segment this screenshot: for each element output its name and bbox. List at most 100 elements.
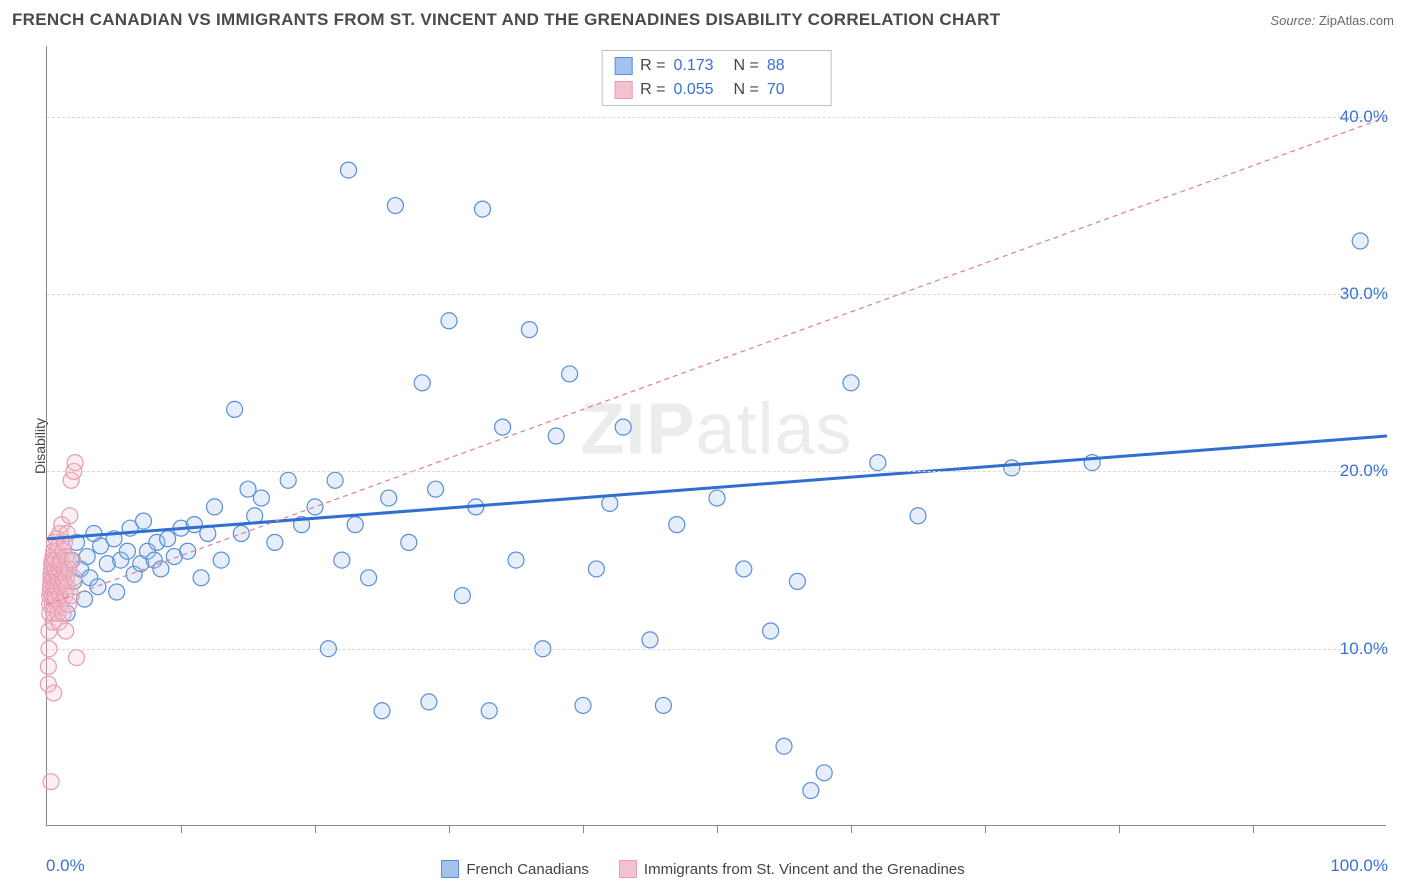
scatter-point [68,650,84,666]
scatter-point [843,375,859,391]
scatter-point [548,428,564,444]
trend-line [47,117,1387,605]
scatter-point [602,495,618,511]
stats-n-label: N = [734,54,759,78]
y-tick-label: 40.0% [1340,107,1388,127]
stats-n-value: 88 [767,54,819,78]
plot-area: ZIPatlas R =0.173N =88R =0.055N =70 [46,46,1386,826]
scatter-point [66,570,82,586]
scatter-point [280,472,296,488]
scatter-point [109,584,125,600]
legend-item: Immigrants from St. Vincent and the Gren… [619,860,965,878]
scatter-point [46,685,62,701]
scatter-point [327,472,343,488]
stats-box: R = 0.173 N = 88R = 0.055 N = 70 [601,50,832,106]
scatter-point [669,517,685,533]
source-value: ZipAtlas.com [1319,13,1394,28]
scatter-point [588,561,604,577]
stats-r-label: R = [640,54,665,78]
scatter-point [307,499,323,515]
x-tick [1119,825,1120,833]
scatter-point [361,570,377,586]
scatter-point [374,703,390,719]
gridline-h [47,471,1386,472]
x-tick [717,825,718,833]
scatter-point [454,588,470,604]
scatter-point [135,513,151,529]
scatter-point [428,481,444,497]
scatter-point [615,419,631,435]
scatter-point [43,774,59,790]
stats-n-label: N = [734,78,759,102]
x-tick [181,825,182,833]
chart-header: FRENCH CANADIAN VS IMMIGRANTS FROM ST. V… [0,0,1406,40]
y-tick-label: 20.0% [1340,461,1388,481]
legend-swatch [441,860,459,878]
legend-label: French Canadians [466,861,589,878]
scatter-point [64,552,80,568]
stats-row: R = 0.173 N = 88 [614,54,819,78]
gridline-h [47,294,1386,295]
scatter-point [193,570,209,586]
scatter-point [227,401,243,417]
source-attribution: Source: ZipAtlas.com [1270,13,1394,28]
source-label: Source: [1270,13,1315,28]
scatter-point [119,543,135,559]
scatter-point [401,534,417,550]
x-tick [449,825,450,833]
scatter-point [79,549,95,565]
scatter-point [736,561,752,577]
scatter-point [910,508,926,524]
gridline-h [47,649,1386,650]
stats-row: R =0.055N =70 [614,78,819,102]
x-tick [1253,825,1254,833]
x-tick [851,825,852,833]
legend-swatch [619,860,637,878]
scatter-point [441,313,457,329]
scatter-point [655,697,671,713]
scatter-point [789,573,805,589]
gridline-h [47,117,1386,118]
scatter-point [709,490,725,506]
scatter-point [58,623,74,639]
scatter-point [414,375,430,391]
chart-svg [47,46,1386,825]
y-tick-label: 30.0% [1340,284,1388,304]
scatter-point [207,499,223,515]
scatter-point [213,552,229,568]
scatter-point [347,517,363,533]
scatter-point [575,697,591,713]
y-tick-label: 10.0% [1340,639,1388,659]
stats-n-value: 70 [767,78,819,102]
scatter-point [481,703,497,719]
scatter-point [642,632,658,648]
scatter-point [62,508,78,524]
bottom-legend: French Canadians Immigrants from St. Vinc… [0,860,1406,878]
scatter-point [253,490,269,506]
scatter-point [381,490,397,506]
scatter-point [267,534,283,550]
scatter-point [870,455,886,471]
scatter-point [475,201,491,217]
legend-label: Immigrants from St. Vincent and the Gren… [644,861,965,878]
scatter-point [90,579,106,595]
stats-r-value: 0.055 [674,78,726,102]
scatter-point [495,419,511,435]
x-tick [985,825,986,833]
stats-swatch [614,81,632,99]
scatter-point [1004,460,1020,476]
scatter-point [508,552,524,568]
scatter-point [341,162,357,178]
scatter-point [160,531,176,547]
stats-r-value: 0.173 [674,54,726,78]
scatter-point [816,765,832,781]
chart-title: FRENCH CANADIAN VS IMMIGRANTS FROM ST. V… [12,10,1000,30]
scatter-point [40,658,56,674]
scatter-point [334,552,350,568]
scatter-point [803,783,819,799]
legend-item: French Canadians [441,860,589,878]
scatter-point [67,455,83,471]
scatter-point [1352,233,1368,249]
stats-swatch [614,57,632,75]
x-tick [315,825,316,833]
